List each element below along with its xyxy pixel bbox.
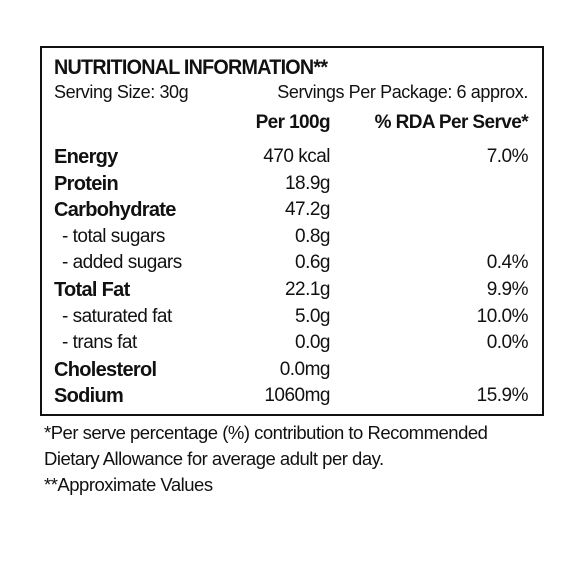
- nutrient-row: Total Fat 22.1g 9.9%: [42, 279, 542, 306]
- header-rda-per-serve: % RDA Per Serve*: [374, 112, 529, 133]
- nutrient-per-100g: 22.1g: [284, 278, 331, 300]
- nutrient-name: - saturated fat: [62, 305, 172, 327]
- nutrient-name: - total sugars: [62, 225, 165, 247]
- nutrient-rda: 0.4%: [486, 252, 529, 274]
- nutrient-per-100g: 0.6g: [295, 252, 330, 274]
- nutrition-panel: NUTRITIONAL INFORMATION** Serving Size: …: [40, 46, 544, 416]
- nutrient-per-100g: 0.8g: [295, 225, 330, 247]
- nutrient-name: - trans fat: [62, 332, 137, 354]
- nutrient-row: - total sugars 0.8g: [42, 226, 542, 253]
- header-per-100g: Per 100g: [255, 112, 331, 133]
- nutrient-row: - saturated fat 5.0g 10.0%: [42, 306, 542, 333]
- nutrient-per-100g: 5.0g: [295, 305, 330, 327]
- nutrient-name: Protein: [54, 172, 119, 195]
- nutrient-per-100g: 47.2g: [284, 199, 331, 221]
- nutrient-rda: 9.9%: [486, 278, 529, 300]
- nutrient-row: Cholesterol 0.0mg: [42, 359, 542, 386]
- footnotes: *Per serve percentage (%) contribution t…: [44, 420, 544, 498]
- nutrient-per-100g: 470 kcal: [263, 146, 330, 167]
- footnote-rda: *Per serve percentage (%) contribution t…: [44, 422, 488, 443]
- footnote-approx: **Approximate Values: [44, 474, 213, 495]
- nutrient-rows: Energy 470 kcal 7.0% Protein 18.9g Carbohydra…: [42, 146, 542, 412]
- nutrient-rda: 10.0%: [476, 305, 529, 327]
- nutrient-per-100g: 0.0g: [295, 332, 330, 354]
- nutrient-per-100g: 1060mg: [264, 385, 330, 407]
- nutrient-name: Sodium: [54, 385, 124, 408]
- panel-title: NUTRITIONAL INFORMATION**: [54, 56, 328, 79]
- nutrient-row: Protein 18.9g: [42, 173, 542, 200]
- nutrient-name: Cholesterol: [54, 358, 157, 381]
- servings-per-package: Servings Per Package: 6 approx.: [277, 82, 528, 102]
- nutrient-rda: 15.9%: [476, 385, 529, 407]
- nutrient-name: - added sugars: [62, 252, 182, 274]
- nutrient-rda: 0.0%: [486, 332, 529, 354]
- nutrient-per-100g: 0.0mg: [279, 358, 331, 380]
- nutrient-row: - trans fat 0.0g 0.0%: [42, 332, 542, 359]
- nutrient-row: Carbohydrate 47.2g: [42, 199, 542, 226]
- nutrient-name: Carbohydrate: [54, 199, 176, 222]
- column-headers: Per 100g % RDA Per Serve*: [42, 112, 542, 138]
- nutrient-row: - added sugars 0.6g 0.4%: [42, 252, 542, 279]
- nutrient-rda: 7.0%: [486, 146, 529, 167]
- nutrient-row: Sodium 1060mg 15.9%: [42, 385, 542, 412]
- footnote-rda-cont: Dietary Allowance for average adult per …: [44, 448, 384, 469]
- serving-size: Serving Size: 30g: [54, 82, 189, 102]
- nutrient-row: Energy 470 kcal 7.0%: [42, 146, 542, 173]
- nutrient-name: Total Fat: [54, 278, 130, 301]
- nutrient-per-100g: 18.9g: [284, 172, 331, 194]
- nutrient-name: Energy: [54, 146, 118, 168]
